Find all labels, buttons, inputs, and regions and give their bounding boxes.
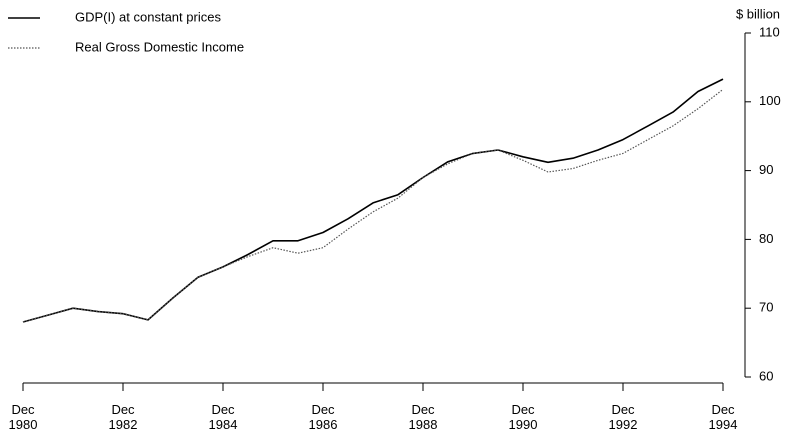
x-tick-label: Dec 1988 [408, 402, 438, 432]
data-line [22, 78, 724, 323]
x-tick-label: Dec 1984 [208, 402, 238, 432]
y-axis-label: $ billion [736, 6, 780, 21]
x-tick-label: Dec 1980 [8, 402, 38, 432]
legend-label: Real Gross Domestic Income [75, 39, 244, 54]
legend-label: GDP(I) at constant prices [75, 9, 221, 24]
data-line [22, 88, 724, 323]
x-tick-label: Dec 1990 [508, 402, 538, 432]
y-tick-label: 90 [759, 162, 773, 177]
x-tick-label: Dec 1992 [608, 402, 638, 432]
y-tick-label: 60 [759, 368, 773, 383]
y-tick-label: 70 [759, 300, 773, 315]
x-tick-label: Dec 1994 [708, 402, 738, 432]
y-tick-label: 110 [759, 24, 780, 39]
x-tick-label: Dec 1986 [308, 402, 338, 432]
y-tick-label: 100 [759, 93, 781, 108]
y-tick-label: 80 [759, 231, 773, 246]
x-tick-label: Dec 1982 [108, 402, 138, 432]
